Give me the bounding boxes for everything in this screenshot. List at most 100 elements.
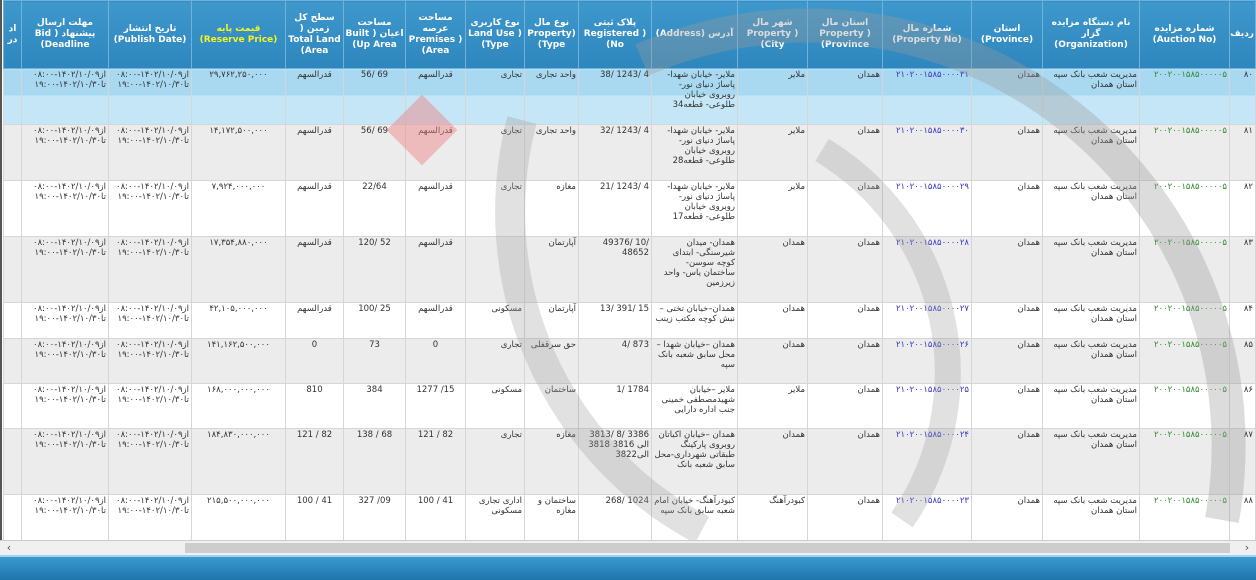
- cell-property-no: ۲۱۰۲۰۰۱۵۸۵۰۰۰۰۳۰: [882, 124, 972, 181]
- cell-reserve-price: ۷,۹۲۴,۰۰۰,۰۰۰: [191, 180, 286, 237]
- cell-radif: ۸۶: [1229, 383, 1256, 429]
- column-header-land-use[interactable]: نوع کاربری Land Use ) (Type: [465, 0, 525, 69]
- cell-property-city: ملایر: [737, 68, 808, 125]
- cell-radif: ۸۱: [1229, 124, 1256, 181]
- table-row[interactable]: ۸۴ ۲۰۰۲۰۰۱۵۸۵۰۰۰۰۰۵ مدیریت شعب بانک سپه اس…: [3, 302, 1256, 339]
- cell-land-area: 100 / 41: [285, 494, 344, 540]
- cell-registered-no: 49376/ 10/ 48652: [578, 236, 652, 303]
- column-header-premises-area[interactable]: مساحت عرصه Premises ) (Area: [405, 0, 466, 69]
- cell-land-area: 0: [285, 338, 344, 384]
- cell-extra: [3, 124, 22, 181]
- cell-deadline: از۱۴۰۲/۱۰/۰۹-۰۸:۰۰ تا۱۴۰۲/۱۰/۳۰-۱۹:۰۰: [21, 428, 109, 495]
- scrollbar-thumb[interactable]: [185, 543, 1230, 553]
- table-row[interactable]: ۸۲ ۲۰۰۲۰۰۱۵۸۵۰۰۰۰۰۵ مدیریت شعب بانک سپه اس…: [3, 180, 1256, 237]
- cell-property-type: واحد تجاری: [524, 68, 579, 125]
- table-row[interactable]: ۸۳ ۲۰۰۲۰۰۱۵۸۵۰۰۰۰۰۵ مدیریت شعب بانک سپه اس…: [3, 236, 1256, 303]
- cell-property-city: همدان: [737, 338, 808, 384]
- cell-property-type: آپارتمان: [524, 236, 579, 303]
- column-header-property-city[interactable]: شهر مال Property ) (City: [737, 0, 808, 69]
- cell-land-area: 810: [285, 383, 344, 429]
- column-header-reserve-price[interactable]: قیمت پایه (Reserve Price): [191, 0, 286, 69]
- cell-reserve-price: ۱۸۴,۸۳۰,۰۰۰,۰۰۰: [191, 428, 286, 495]
- cell-property-type: مغازه: [524, 428, 579, 495]
- column-header-registered-no[interactable]: پلاک ثبتی Registered ) (No: [578, 0, 652, 69]
- cell-registered-no: 3813/ 8/ 3386 الی 3816 3818 الی3822: [578, 428, 652, 495]
- column-header-radif[interactable]: ردیف: [1229, 0, 1256, 69]
- column-header-deadline[interactable]: مهلت ارسال پیشنهاد ( Bid (Deadline: [21, 0, 109, 69]
- horizontal-scrollbar[interactable]: ‹ ›: [0, 540, 1256, 555]
- column-header-land-area[interactable]: سطح کل زمین ( Total Land (Area: [285, 0, 344, 69]
- column-header-auction-no[interactable]: شماره مزایده (Auction No): [1139, 0, 1230, 69]
- column-header-province[interactable]: استان (Province): [971, 0, 1043, 69]
- cell-registered-no: 1/ 1784: [578, 383, 652, 429]
- cell-deadline: از۱۴۰۲/۱۰/۰۹-۰۸:۰۰ تا۱۴۰۲/۱۰/۳۰-۱۹:۰۰: [21, 180, 109, 237]
- cell-property-no: ۲۱۰۲۰۰۱۵۸۵۰۰۰۰۲۳: [882, 494, 972, 540]
- cell-auction-no: ۲۰۰۲۰۰۱۵۸۵۰۰۰۰۰۵: [1139, 68, 1230, 125]
- cell-auction-no: ۲۰۰۲۰۰۱۵۸۵۰۰۰۰۰۵: [1139, 124, 1230, 181]
- column-header-address[interactable]: آدرس (Address): [651, 0, 738, 69]
- table-row[interactable]: ۸۷ ۲۰۰۲۰۰۱۵۸۵۰۰۰۰۰۵ مدیریت شعب بانک سپه اس…: [3, 428, 1256, 495]
- column-header-extra[interactable]: اد در: [3, 0, 22, 69]
- cell-deadline: از۱۴۰۲/۱۰/۰۹-۰۸:۰۰ تا۱۴۰۲/۱۰/۳۰-۱۹:۰۰: [21, 68, 109, 125]
- cell-province: همدان: [971, 302, 1043, 339]
- table-row[interactable]: ۸۸ ۲۰۰۲۰۰۱۵۸۵۰۰۰۰۰۵ مدیریت شعب بانک سپه اس…: [3, 494, 1256, 540]
- cell-organization: مدیریت شعب بانک سپه استان همدان: [1042, 302, 1140, 339]
- cell-deadline: از۱۴۰۲/۱۰/۰۹-۰۸:۰۰ تا۱۴۰۲/۱۰/۳۰-۱۹:۰۰: [21, 494, 109, 540]
- table-header-row: ردیف شماره مزایده (Auction No) نام دستگاه …: [3, 0, 1256, 69]
- cell-registered-no: 32/ 1243/ 4: [578, 124, 652, 181]
- cell-property-province: همدان: [807, 180, 883, 237]
- cell-premises-area: 1277 /15: [405, 383, 466, 429]
- column-header-property-province[interactable]: استان مال Property ) (Province: [807, 0, 883, 69]
- cell-property-province: همدان: [807, 302, 883, 339]
- cell-premises-area: قدرالسهم: [405, 180, 466, 237]
- cell-land-area: 121 / 82: [285, 428, 344, 495]
- table-row[interactable]: ۸۱ ۲۰۰۲۰۰۱۵۸۵۰۰۰۰۰۵ مدیریت شعب بانک سپه اس…: [3, 124, 1256, 181]
- table-row[interactable]: ۸۶ ۲۰۰۲۰۰۱۵۸۵۰۰۰۰۰۵ مدیریت شعب بانک سپه اس…: [3, 383, 1256, 429]
- scroll-left-arrow-icon[interactable]: ‹: [6, 541, 12, 554]
- cell-property-no: ۲۱۰۲۰۰۱۵۸۵۰۰۰۰۲۹: [882, 180, 972, 237]
- cell-auction-no: ۲۰۰۲۰۰۱۵۸۵۰۰۰۰۰۵: [1139, 428, 1230, 495]
- column-header-property-type[interactable]: نوع مال Property) (Type: [524, 0, 579, 69]
- cell-land-use: تجاری: [465, 124, 525, 181]
- cell-property-no: ۲۱۰۲۰۰۱۵۸۵۰۰۰۰۲۷: [882, 302, 972, 339]
- cell-extra: [3, 180, 22, 237]
- column-header-publish-date[interactable]: تاریخ انتشار (Publish Date): [108, 0, 192, 69]
- cell-property-province: همدان: [807, 124, 883, 181]
- table-row[interactable]: ۸۰ ۲۰۰۲۰۰۱۵۸۵۰۰۰۰۰۵ مدیریت شعب بانک سپه اس…: [3, 68, 1256, 125]
- cell-deadline: از۱۴۰۲/۱۰/۰۹-۰۸:۰۰ تا۱۴۰۲/۱۰/۳۰-۱۹:۰۰: [21, 124, 109, 181]
- cell-extra: [3, 494, 22, 540]
- scroll-right-arrow-icon[interactable]: ›: [1244, 541, 1250, 554]
- table-row[interactable]: ۸۵ ۲۰۰۲۰۰۱۵۸۵۰۰۰۰۰۵ مدیریت شعب بانک سپه اس…: [3, 338, 1256, 384]
- column-header-organization[interactable]: نام دستگاه مزایده گزار (Organization): [1042, 0, 1140, 69]
- cell-deadline: از۱۴۰۲/۱۰/۰۹-۰۸:۰۰ تا۱۴۰۲/۱۰/۳۰-۱۹:۰۰: [21, 338, 109, 384]
- column-header-property-no[interactable]: شماره مال (Property No): [882, 0, 972, 69]
- cell-address: ملایر –خیابان شهیدمصطفی خمینی جنب اداره …: [651, 383, 738, 429]
- cell-extra: [3, 338, 22, 384]
- cell-built-area: 384: [343, 383, 406, 429]
- cell-reserve-price: ۱۴۱,۱۶۲,۵۰۰,۰۰۰: [191, 338, 286, 384]
- cell-publish-date: از۱۴۰۲/۱۰/۰۹-۰۸:۰۰ تا۱۴۰۲/۱۰/۳۰-۱۹:۰۰: [108, 68, 192, 125]
- column-header-built-area[interactable]: مساحت اعیان ( Built (Up Area: [343, 0, 406, 69]
- cell-premises-area: قدرالسهم: [405, 236, 466, 303]
- cell-registered-no: 13/ 391/ 15: [578, 302, 652, 339]
- cell-radif: ۸۷: [1229, 428, 1256, 495]
- cell-land-use: مسکونی: [465, 383, 525, 429]
- cell-reserve-price: ۱۴,۱۷۲,۵۰۰,۰۰۰: [191, 124, 286, 181]
- cell-province: همدان: [971, 428, 1043, 495]
- cell-land-area: قدرالسهم: [285, 236, 344, 303]
- cell-premises-area: قدرالسهم: [405, 68, 466, 125]
- cell-address: همدان –خیابان شهدا –محل سابق شعبه بانک س…: [651, 338, 738, 384]
- cell-built-area: 56/ 69: [343, 124, 406, 181]
- cell-organization: مدیریت شعب بانک سپه استان همدان: [1042, 428, 1140, 495]
- cell-built-area: 120/ 52: [343, 236, 406, 303]
- footer-bar: [0, 555, 1256, 580]
- cell-organization: مدیریت شعب بانک سپه استان همدان: [1042, 124, 1140, 181]
- cell-province: همدان: [971, 124, 1043, 181]
- cell-land-use: تجاری: [465, 428, 525, 495]
- cell-extra: [3, 236, 22, 303]
- cell-registered-no: 4/ 873: [578, 338, 652, 384]
- cell-extra: [3, 302, 22, 339]
- cell-province: همدان: [971, 494, 1043, 540]
- cell-land-use: [465, 236, 525, 303]
- cell-premises-area: قدرالسهم: [405, 302, 466, 339]
